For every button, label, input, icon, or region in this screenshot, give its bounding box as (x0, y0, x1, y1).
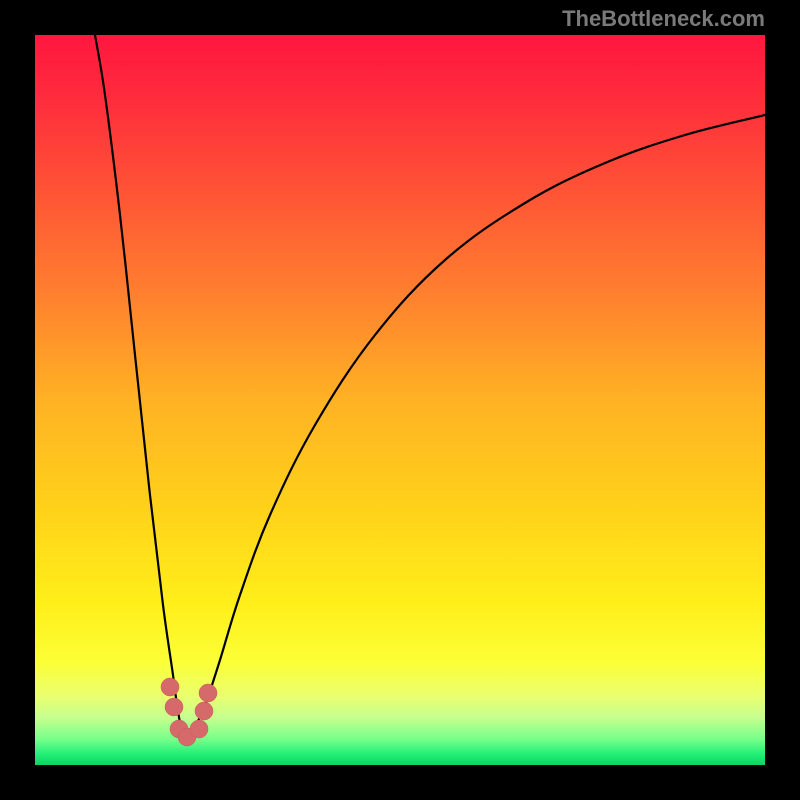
marker-point (199, 684, 217, 702)
marker-group (161, 678, 217, 746)
chart-frame: TheBottleneck.com (0, 0, 800, 800)
marker-point (195, 702, 213, 720)
curve-layer (35, 35, 765, 765)
marker-point (190, 720, 208, 738)
marker-point (161, 678, 179, 696)
watermark-text: TheBottleneck.com (562, 6, 765, 32)
plot-area (35, 35, 765, 765)
curve-left-branch (95, 35, 185, 737)
marker-point (165, 698, 183, 716)
curve-right-branch (185, 115, 765, 737)
